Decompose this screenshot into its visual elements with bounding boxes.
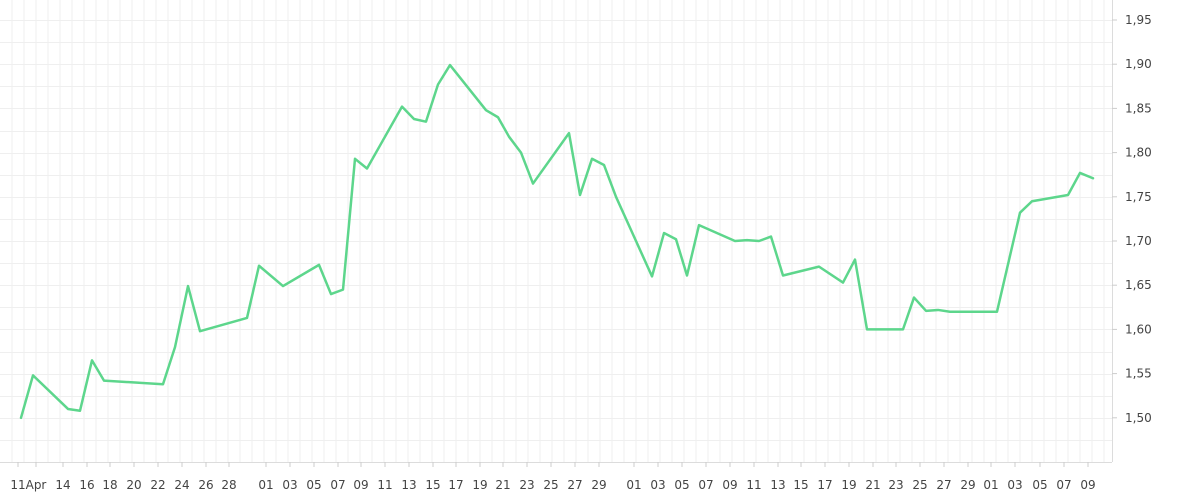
x-tick-label: 27 — [936, 478, 951, 492]
x-tick-label: 07 — [330, 478, 345, 492]
x-tick-label: 18 — [102, 478, 117, 492]
x-tick-label: 03 — [282, 478, 297, 492]
x-tick-label: 17 — [817, 478, 832, 492]
x-tick-label: 11 — [746, 478, 761, 492]
x-tick-label: 23 — [519, 478, 534, 492]
x-tick-label: 05 — [1032, 478, 1047, 492]
x-tick-label: 09 — [1080, 478, 1095, 492]
x-tick-label: 11 — [10, 478, 25, 492]
y-tick-label: 1,70 — [1125, 234, 1152, 248]
x-tick-label: 14 — [55, 478, 70, 492]
y-tick-label: 1,50 — [1125, 411, 1152, 425]
x-tick-label: 01 — [626, 478, 641, 492]
x-tick-label: Apr — [26, 478, 47, 492]
x-tick-label: 26 — [198, 478, 213, 492]
x-tick-label: 03 — [1007, 478, 1022, 492]
x-tick-label: 17 — [448, 478, 463, 492]
x-tick-label: 11 — [377, 478, 392, 492]
y-tick-label: 1,60 — [1125, 322, 1152, 336]
y-tick-label: 1,90 — [1125, 57, 1152, 71]
x-tick-label: 13 — [401, 478, 416, 492]
x-tick-label: 09 — [722, 478, 737, 492]
x-tick-label: 09 — [353, 478, 368, 492]
x-tick-label: 13 — [770, 478, 785, 492]
x-tick-label: 16 — [79, 478, 94, 492]
x-tick-label: 24 — [174, 478, 189, 492]
x-tick-label: 15 — [425, 478, 440, 492]
y-tick-label: 1,65 — [1125, 278, 1152, 292]
y-tick-label: 1,85 — [1125, 101, 1152, 115]
x-tick-label: 07 — [698, 478, 713, 492]
x-tick-label: 01 — [258, 478, 273, 492]
x-tick-label: 23 — [888, 478, 903, 492]
x-tick-label: 28 — [221, 478, 236, 492]
grid — [0, 0, 1112, 463]
y-tick-label: 1,95 — [1125, 13, 1152, 27]
y-tick-label: 1,55 — [1125, 367, 1152, 381]
x-tick-label: 19 — [841, 478, 856, 492]
y-tick-label: 1,80 — [1125, 146, 1152, 160]
x-tick-label: 21 — [495, 478, 510, 492]
x-tick-label: 03 — [650, 478, 665, 492]
x-tick-label: 01 — [983, 478, 998, 492]
x-tick-label: 19 — [472, 478, 487, 492]
x-tick-label: 07 — [1056, 478, 1071, 492]
x-tick-label: 29 — [960, 478, 975, 492]
x-tick-label: 21 — [865, 478, 880, 492]
y-tick-label: 1,75 — [1125, 190, 1152, 204]
x-tick-label: 05 — [306, 478, 321, 492]
x-tick-label: 29 — [591, 478, 606, 492]
y-axis: 1,50 1,55 1,60 1,65 1,70 1,75 1,80 1,85 1,90 1,95 — [1112, 13, 1152, 425]
x-tick-label: 05 — [674, 478, 689, 492]
x-tick-label: 20 — [126, 478, 141, 492]
x-tick-label: 25 — [912, 478, 927, 492]
x-tick-label: 25 — [543, 478, 558, 492]
x-tick-label: 27 — [567, 478, 582, 492]
x-tick-label: 15 — [793, 478, 808, 492]
x-tick-label: 22 — [150, 478, 165, 492]
